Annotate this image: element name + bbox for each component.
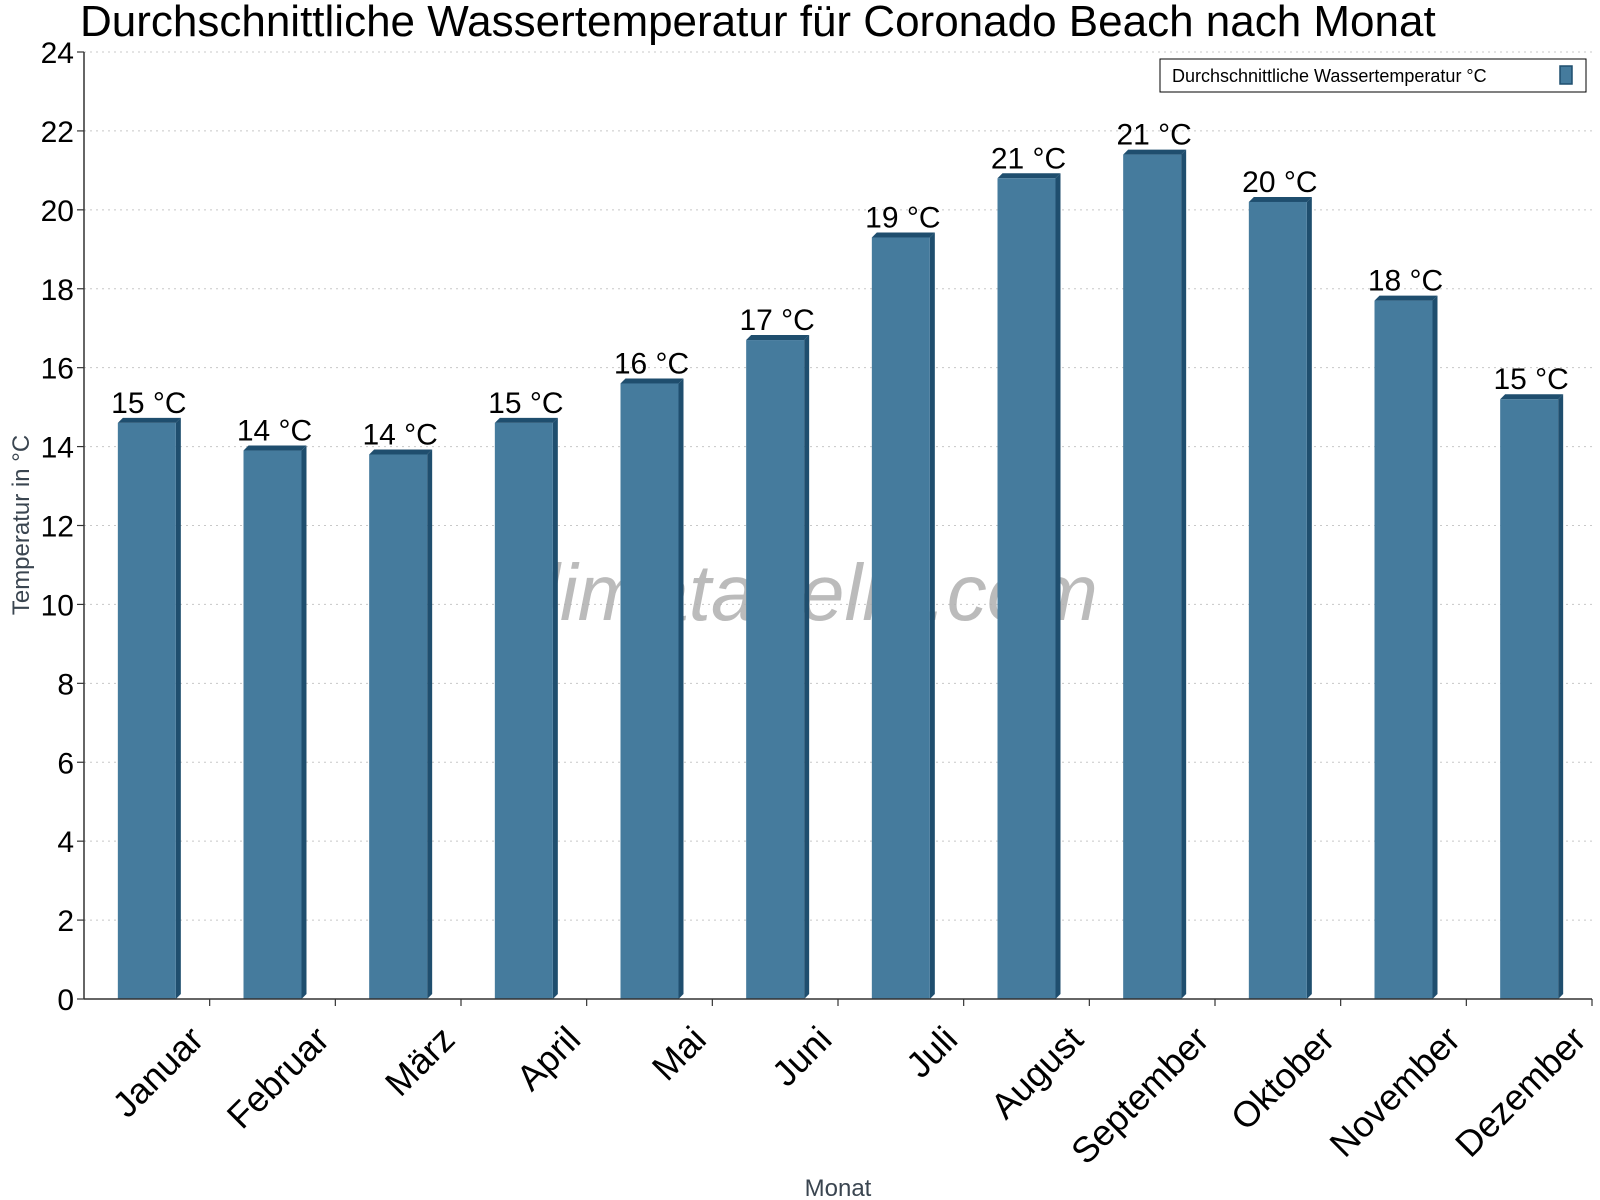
data-label: 14 °C [237, 415, 312, 448]
bar-side [1181, 149, 1187, 999]
bar-top [620, 378, 684, 384]
bar-side [175, 417, 181, 999]
x-tick-label: März [377, 1018, 463, 1104]
bar [494, 417, 558, 999]
bar-side [678, 378, 684, 999]
bar-front [620, 383, 679, 999]
bar-front [997, 178, 1056, 999]
bar-top [1123, 149, 1187, 155]
x-tick-label: Oktober [1223, 1018, 1343, 1138]
legend-box [1159, 58, 1587, 93]
y-tick-label: 8 [57, 668, 74, 701]
bar-series [117, 149, 1564, 1000]
x-tick-label: Dezember [1447, 1018, 1593, 1164]
y-tick-label: 22 [41, 116, 74, 149]
y-tick-label: 18 [41, 274, 74, 307]
data-label: 18 °C [1368, 265, 1443, 298]
y-tick-label: 20 [41, 195, 74, 228]
x-axis-ticks: Januar Februar März April Mai Juni Juli AugustS… [104, 999, 1594, 1172]
y-tick-label: 24 [41, 37, 74, 70]
bar-front [1123, 154, 1182, 999]
legend-series-label: Durchschnittliche Wassertemperatur °C [1172, 66, 1487, 86]
data-label: 21 °C [1116, 119, 1191, 152]
bar-top [1248, 196, 1312, 202]
bar-top [746, 335, 810, 341]
data-label: 15 °C [111, 387, 186, 420]
bar-side [804, 335, 810, 999]
x-tick-label: Februar [219, 1018, 337, 1136]
bar-front [117, 422, 176, 999]
bar [1374, 295, 1438, 999]
bar-side [1055, 173, 1061, 999]
bar-front [871, 237, 930, 999]
bar-top [1374, 295, 1438, 301]
x-tick-label: November [1321, 1018, 1467, 1164]
bar-side [1558, 394, 1564, 999]
chart-title: Durchschnittliche Wassertemperatur für C… [80, 0, 1436, 46]
bar [1123, 149, 1187, 999]
bar-top [1500, 394, 1564, 400]
bar-front [494, 422, 553, 999]
y-tick-label: 16 [41, 353, 74, 386]
data-label: 17 °C [739, 304, 814, 337]
bar-top [243, 445, 307, 451]
bar [369, 449, 433, 1000]
data-label: 14 °C [362, 418, 437, 451]
y-tick-label: 10 [41, 589, 74, 622]
legend: Durchschnittliche Wassertemperatur °C [1159, 58, 1587, 93]
bar [871, 232, 935, 999]
x-axis-label: Monat [805, 1175, 872, 1200]
bar [1248, 196, 1312, 1000]
bar-side [1432, 295, 1438, 999]
bar-top [117, 417, 181, 423]
bar-side [301, 445, 307, 999]
bar-side [552, 417, 558, 999]
data-label: 19 °C [865, 201, 940, 234]
data-label: 15 °C [1493, 363, 1568, 396]
y-tick-label: 14 [41, 432, 74, 465]
y-tick-label: 0 [57, 984, 74, 1017]
grid-lines [84, 51, 1592, 921]
x-tick-label: Juni [764, 1018, 840, 1094]
y-tick-label: 4 [57, 826, 74, 859]
bar-front [243, 450, 302, 999]
bar [1500, 394, 1564, 999]
bar-front [1500, 399, 1559, 999]
bar-side [929, 232, 935, 999]
data-labels: 15 °C 14 °C 14 °C 15 °C 16 °C 17 °C 19 °C 21 °C… [111, 119, 1569, 452]
x-tick-label: Mai [644, 1018, 714, 1088]
data-label: 15 °C [488, 387, 563, 420]
bar-front [746, 340, 805, 999]
bar-side [1306, 196, 1312, 1000]
x-tick-label: Januar [104, 1018, 211, 1125]
bar [117, 417, 181, 999]
bar-side [427, 449, 433, 1000]
x-tick-label: September [1063, 1018, 1217, 1172]
x-tick-label: April [508, 1018, 588, 1098]
bar-top [997, 173, 1061, 179]
y-axis-label: Temperatur in °C [8, 435, 35, 615]
bar-top [369, 449, 433, 455]
bar [997, 173, 1061, 999]
bar [746, 335, 810, 999]
bar-top [871, 232, 935, 238]
x-tick-label: Juli [898, 1018, 965, 1085]
legend-swatch [1559, 65, 1573, 85]
bar [243, 445, 307, 999]
data-label: 16 °C [614, 347, 689, 380]
bar-front [1248, 201, 1307, 1000]
y-tick-label: 6 [57, 747, 74, 780]
x-tick-label: August [983, 1018, 1091, 1126]
bar [620, 378, 684, 999]
bar-front [1374, 300, 1433, 999]
y-tick-label: 12 [41, 511, 74, 544]
bar-front [369, 454, 428, 1000]
data-label: 21 °C [991, 142, 1066, 175]
data-label: 20 °C [1242, 166, 1317, 199]
bar-top [494, 417, 558, 423]
y-tick-label: 2 [57, 905, 74, 938]
